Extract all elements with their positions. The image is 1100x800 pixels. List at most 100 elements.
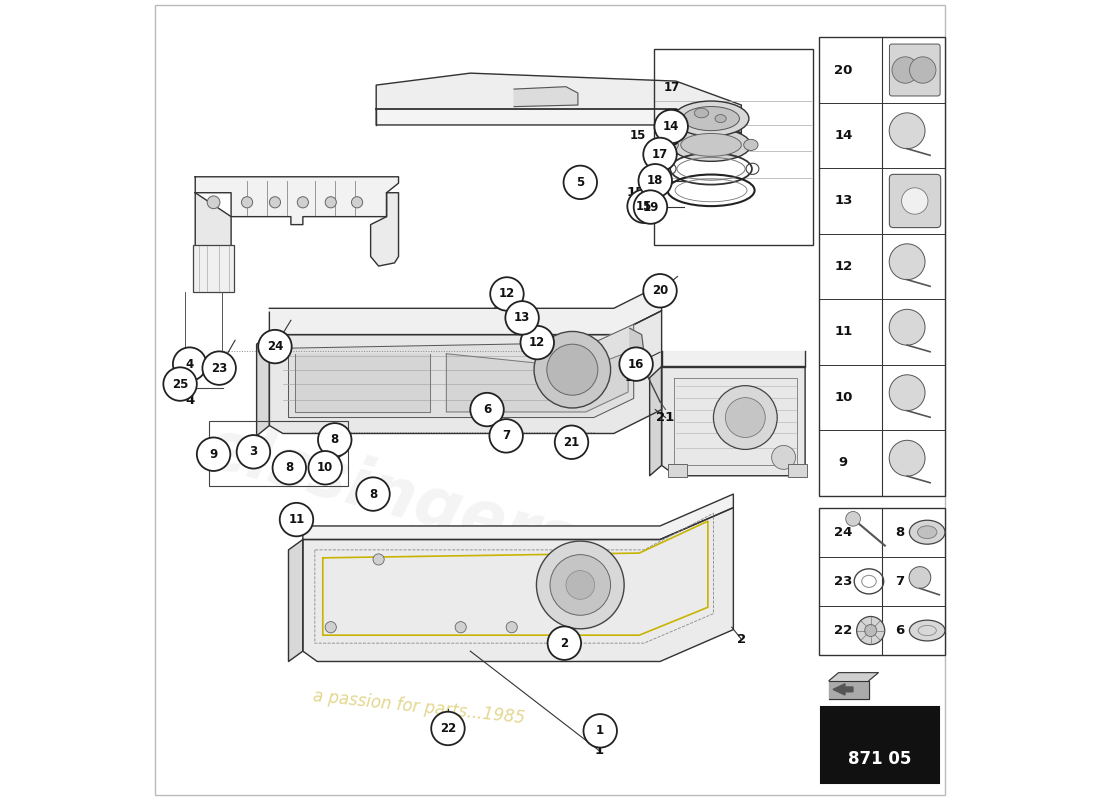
Circle shape bbox=[563, 166, 597, 199]
Text: 4: 4 bbox=[185, 394, 195, 406]
Circle shape bbox=[627, 190, 661, 223]
Circle shape bbox=[644, 138, 676, 171]
Text: 15: 15 bbox=[629, 129, 646, 142]
Circle shape bbox=[202, 351, 235, 385]
Ellipse shape bbox=[671, 129, 751, 162]
Circle shape bbox=[537, 541, 624, 629]
Text: 17: 17 bbox=[652, 148, 668, 161]
Circle shape bbox=[634, 190, 668, 224]
Polygon shape bbox=[256, 334, 270, 436]
Polygon shape bbox=[447, 352, 628, 412]
Polygon shape bbox=[661, 366, 805, 476]
Circle shape bbox=[535, 331, 611, 408]
Text: 871 05: 871 05 bbox=[848, 750, 912, 768]
Ellipse shape bbox=[694, 108, 708, 118]
Text: 4: 4 bbox=[201, 362, 210, 374]
Text: 1: 1 bbox=[595, 744, 604, 758]
FancyBboxPatch shape bbox=[155, 6, 945, 794]
Circle shape bbox=[638, 164, 672, 198]
Circle shape bbox=[910, 57, 936, 83]
FancyBboxPatch shape bbox=[668, 464, 688, 477]
Text: 24: 24 bbox=[834, 526, 852, 538]
Text: 23: 23 bbox=[211, 362, 228, 374]
Circle shape bbox=[554, 426, 588, 459]
Circle shape bbox=[889, 244, 925, 280]
Ellipse shape bbox=[715, 114, 726, 122]
Text: 6: 6 bbox=[895, 624, 904, 637]
Text: 8: 8 bbox=[331, 434, 339, 446]
Text: 16: 16 bbox=[625, 371, 642, 384]
FancyBboxPatch shape bbox=[890, 174, 940, 227]
Text: 8: 8 bbox=[895, 526, 904, 538]
Polygon shape bbox=[288, 324, 634, 418]
Circle shape bbox=[491, 278, 524, 310]
Circle shape bbox=[506, 622, 517, 633]
Text: 9: 9 bbox=[209, 448, 218, 461]
Circle shape bbox=[909, 566, 931, 588]
Text: 13: 13 bbox=[514, 311, 530, 324]
Circle shape bbox=[865, 625, 877, 637]
Ellipse shape bbox=[917, 526, 937, 538]
Circle shape bbox=[326, 197, 337, 208]
FancyBboxPatch shape bbox=[820, 508, 945, 655]
Text: 2: 2 bbox=[560, 637, 569, 650]
Text: 3: 3 bbox=[250, 446, 257, 458]
Polygon shape bbox=[288, 539, 302, 662]
Circle shape bbox=[889, 113, 925, 149]
Circle shape bbox=[520, 326, 554, 359]
Polygon shape bbox=[295, 354, 430, 412]
Polygon shape bbox=[661, 350, 805, 366]
Text: 18: 18 bbox=[663, 108, 680, 121]
Text: 11: 11 bbox=[834, 326, 852, 338]
Text: elssingers: elssingers bbox=[197, 414, 584, 578]
Text: 17: 17 bbox=[663, 81, 680, 94]
Polygon shape bbox=[629, 328, 645, 360]
Circle shape bbox=[326, 622, 337, 633]
FancyBboxPatch shape bbox=[890, 44, 940, 96]
Circle shape bbox=[270, 197, 280, 208]
Circle shape bbox=[490, 419, 522, 453]
Circle shape bbox=[714, 386, 778, 450]
Text: 12: 12 bbox=[834, 260, 852, 273]
Circle shape bbox=[455, 622, 466, 633]
Polygon shape bbox=[302, 508, 734, 662]
Text: 8: 8 bbox=[368, 487, 377, 501]
Circle shape bbox=[889, 440, 925, 476]
Ellipse shape bbox=[673, 101, 749, 136]
Text: a passion for parts...1985: a passion for parts...1985 bbox=[311, 687, 526, 727]
Circle shape bbox=[889, 375, 925, 410]
Ellipse shape bbox=[681, 134, 741, 156]
Ellipse shape bbox=[910, 520, 945, 544]
Text: 5: 5 bbox=[576, 176, 584, 189]
Circle shape bbox=[471, 393, 504, 426]
Text: 10: 10 bbox=[834, 391, 852, 404]
Text: 14: 14 bbox=[663, 120, 680, 133]
Circle shape bbox=[356, 478, 389, 511]
Text: 22: 22 bbox=[834, 624, 852, 637]
Circle shape bbox=[889, 310, 925, 345]
Polygon shape bbox=[376, 109, 741, 149]
Text: 13: 13 bbox=[834, 194, 852, 207]
Text: 4: 4 bbox=[186, 358, 194, 370]
Text: 22: 22 bbox=[440, 722, 456, 735]
Text: 1: 1 bbox=[596, 724, 604, 738]
FancyBboxPatch shape bbox=[788, 464, 806, 477]
Ellipse shape bbox=[744, 139, 758, 150]
Text: 5: 5 bbox=[656, 122, 664, 135]
Circle shape bbox=[431, 712, 464, 745]
Polygon shape bbox=[833, 684, 853, 695]
Text: 12: 12 bbox=[529, 336, 546, 349]
FancyBboxPatch shape bbox=[820, 38, 945, 496]
Polygon shape bbox=[270, 310, 661, 434]
Text: 6: 6 bbox=[483, 403, 491, 416]
Text: 9: 9 bbox=[839, 457, 848, 470]
Circle shape bbox=[173, 347, 207, 381]
Circle shape bbox=[846, 511, 860, 526]
Text: 8: 8 bbox=[285, 462, 294, 474]
Circle shape bbox=[550, 554, 610, 615]
Text: 19: 19 bbox=[663, 135, 680, 148]
Text: 18: 18 bbox=[647, 174, 663, 187]
Polygon shape bbox=[650, 366, 661, 476]
Polygon shape bbox=[376, 73, 741, 133]
Text: 25: 25 bbox=[172, 378, 188, 390]
